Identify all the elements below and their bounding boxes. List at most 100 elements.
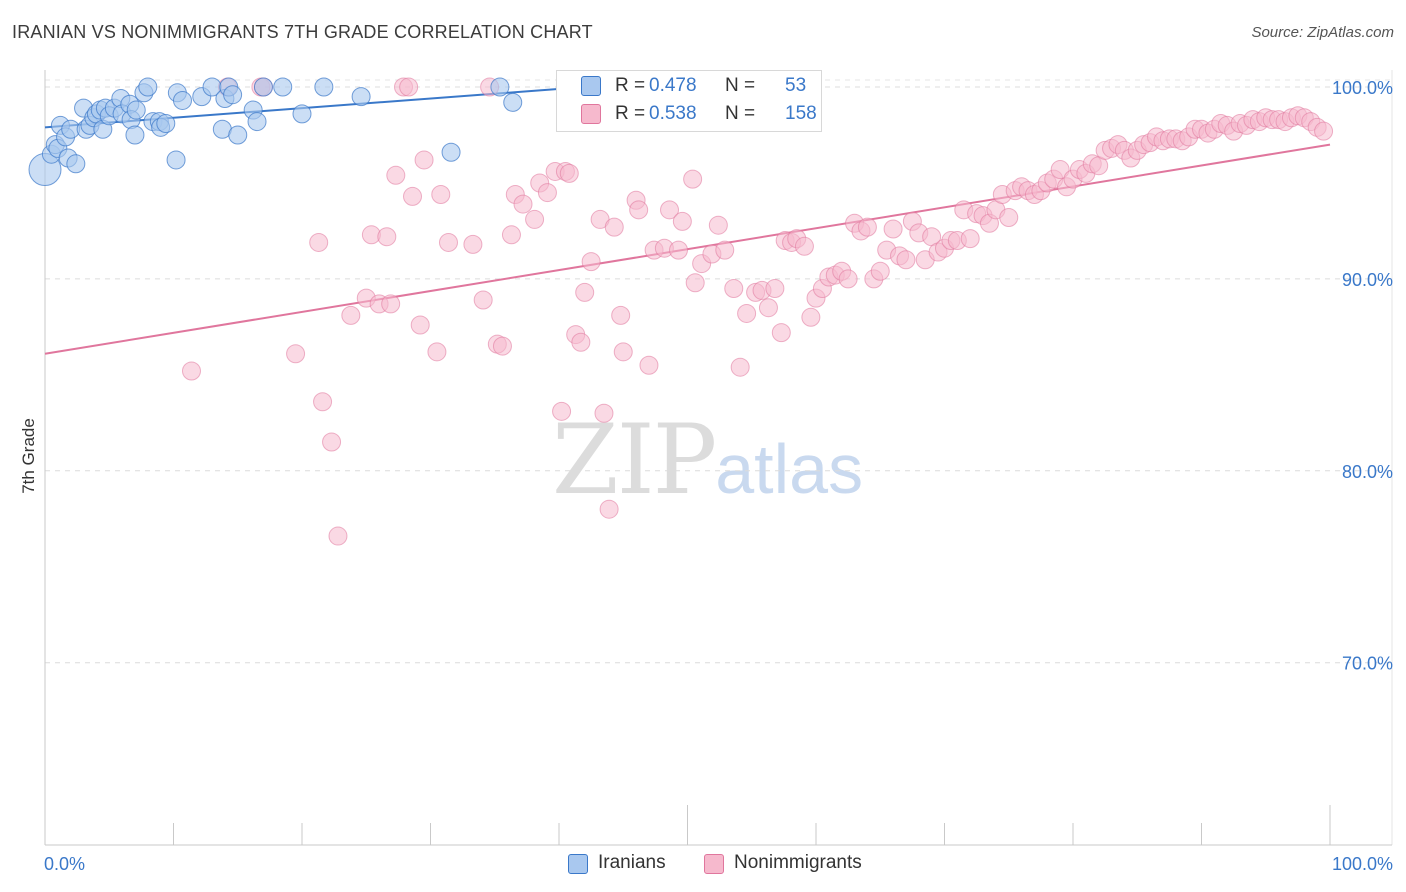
iranians-point xyxy=(441,142,461,162)
nonimmigrants-point xyxy=(672,211,692,231)
nonimmigrants-point xyxy=(758,298,778,318)
nonimmigrants-point xyxy=(639,355,659,375)
axis-labels: 70.0% 80.0% 90.0% 100.0% 0.0% 100.0% 7th Grade xyxy=(19,78,1393,874)
iranians-point xyxy=(223,85,243,105)
nonimmigrants-point xyxy=(322,432,342,452)
legend-iranians-label: Iranians xyxy=(598,852,666,873)
nonimmigrants-point xyxy=(463,234,483,254)
nonimmigrants-point xyxy=(737,303,757,323)
legend-iranians-swatch xyxy=(568,854,588,874)
nonimmigrants-r-value: 0.538 xyxy=(649,103,697,124)
iranians-point xyxy=(125,125,145,145)
nonimmigrants-point xyxy=(559,163,579,183)
nonimmigrants-point xyxy=(1050,160,1070,180)
watermark-atlas: atlas xyxy=(715,430,864,508)
iranians-point xyxy=(503,92,523,112)
nonimmigrants-point xyxy=(857,217,877,237)
nonimmigrants-point xyxy=(328,526,348,546)
nonimmigrants-point xyxy=(414,150,434,170)
nonimmigrants-point xyxy=(960,229,980,249)
nonimmigrants-point xyxy=(575,282,595,302)
iranians-n-value: 53 xyxy=(785,75,807,96)
y-tick-label: 100.0% xyxy=(1332,78,1393,98)
iranians-point xyxy=(126,100,146,120)
nonimmigrants-point xyxy=(537,183,557,203)
nonimmigrants-point xyxy=(525,209,545,229)
nonimmigrants-point xyxy=(794,236,814,256)
nonimmigrants-point xyxy=(386,165,406,185)
nonimmigrants-point xyxy=(410,315,430,335)
nonimmigrants-point xyxy=(501,225,521,245)
iranians-point xyxy=(66,154,86,174)
nonimmigrants-point xyxy=(604,217,624,237)
nonimmigrants-point xyxy=(377,227,397,247)
nonimmigrants-point xyxy=(431,184,451,204)
iranians-point xyxy=(292,104,312,124)
nonimmigrants-point xyxy=(599,499,619,519)
y-tick-label: 80.0% xyxy=(1342,462,1393,482)
nonimmigrants-point xyxy=(581,252,601,272)
nonimmigrants-point xyxy=(286,344,306,364)
nonimmigrants-point xyxy=(438,232,458,252)
nonimmigrants-point xyxy=(838,269,858,289)
x-tick-label: 0.0% xyxy=(44,854,85,874)
zipatlas-watermark: ZIPatlas xyxy=(552,404,863,516)
iranians-point xyxy=(351,87,371,107)
y-tick-label: 90.0% xyxy=(1342,270,1393,290)
nonimmigrants-point xyxy=(571,332,591,352)
nonimmigrants-point xyxy=(492,336,512,356)
iranians-swatch xyxy=(581,76,601,96)
axes xyxy=(44,70,1392,846)
nonimmigrants-point xyxy=(999,208,1019,228)
iranians-point xyxy=(228,125,248,145)
iranians-r-value: 0.478 xyxy=(649,75,697,96)
iranians-point xyxy=(166,150,186,170)
y-axis-title: 7th Grade xyxy=(19,418,38,494)
y-tick-label: 70.0% xyxy=(1342,654,1393,674)
x-tick-label: 100.0% xyxy=(1332,854,1393,874)
nonimmigrants-point xyxy=(685,273,705,293)
nonimmigrants-r-label: R = xyxy=(615,103,646,124)
iranians-points xyxy=(28,77,628,187)
nonimmigrants-points xyxy=(181,77,1334,546)
nonimmigrants-point xyxy=(381,294,401,314)
nonimmigrants-point xyxy=(765,279,785,299)
iranians-point xyxy=(490,77,510,97)
nonimmigrants-point xyxy=(629,200,649,220)
nonimmigrants-point xyxy=(399,77,419,97)
nonimmigrants-point xyxy=(313,392,333,412)
stats-legend: R = 0.478 N = 53 R = 0.538 N = 158 xyxy=(556,70,822,132)
chart-title: IRANIAN VS NONIMMIGRANTS 7TH GRADE CORRE… xyxy=(12,22,593,42)
nonimmigrants-point xyxy=(309,232,329,252)
iranians-r-label: R = xyxy=(615,75,646,96)
nonimmigrants-point xyxy=(883,219,903,239)
iranians-point xyxy=(138,77,158,97)
nonimmigrants-point xyxy=(611,305,631,325)
nonimmigrants-point xyxy=(613,342,633,362)
nonimmigrants-point xyxy=(473,290,493,310)
nonimmigrants-point xyxy=(341,305,361,325)
iranians-point xyxy=(247,112,267,132)
nonimmigrants-n-label: N = xyxy=(725,103,756,124)
nonimmigrants-point xyxy=(730,357,750,377)
nonimmigrants-point xyxy=(771,323,791,343)
nonimmigrants-point xyxy=(870,261,890,281)
source-credit: Source: ZipAtlas.com xyxy=(1251,24,1394,41)
nonimmigrants-point xyxy=(896,250,916,270)
iranians-n-label: N = xyxy=(725,75,756,96)
nonimmigrants-point xyxy=(403,186,423,206)
nonimmigrants-point xyxy=(1314,121,1334,141)
nonimmigrants-point xyxy=(594,403,614,423)
nonimmigrants-point xyxy=(427,342,447,362)
watermark-zip: ZIP xyxy=(552,404,717,516)
nonimmigrants-point xyxy=(513,194,533,214)
iranians-point xyxy=(314,77,334,97)
nonimmigrants-point xyxy=(715,240,735,260)
iranians-point xyxy=(253,77,273,97)
nonimmigrants-point xyxy=(801,307,821,327)
iranians-point xyxy=(156,113,176,133)
iranians-point xyxy=(172,90,192,110)
nonimmigrants-point xyxy=(724,279,744,299)
nonimmigrants-point xyxy=(669,240,689,260)
